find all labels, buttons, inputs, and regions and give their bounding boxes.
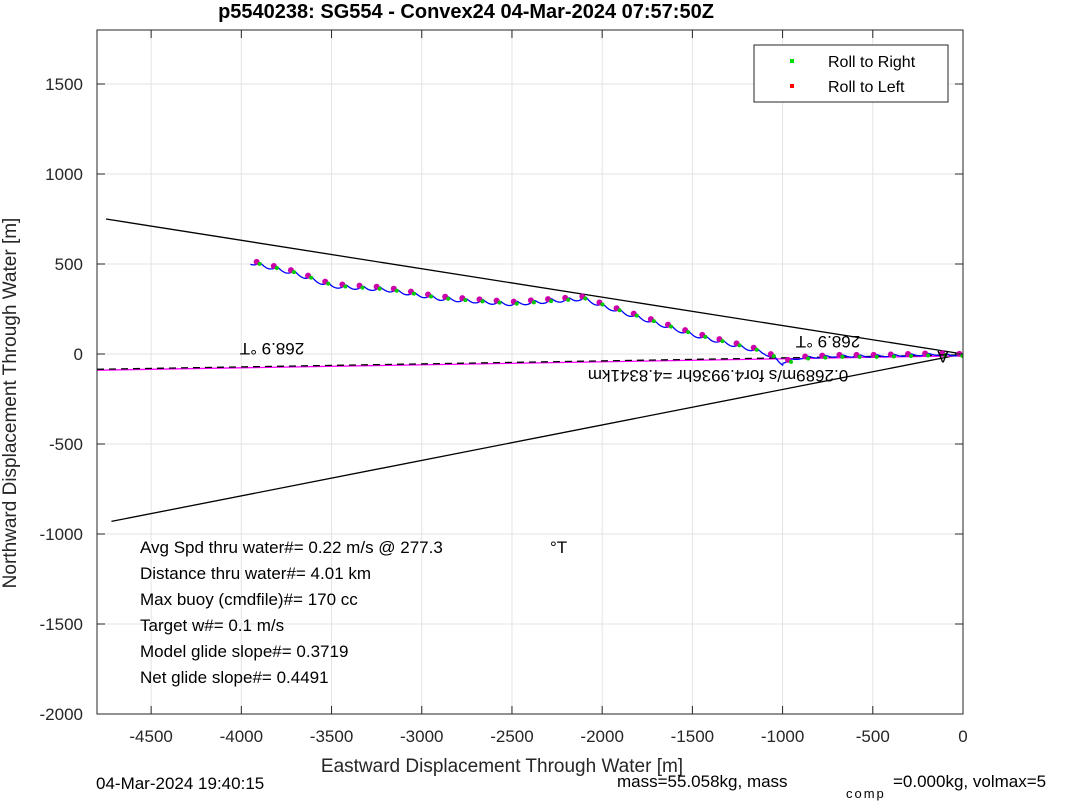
- roll-right-marker: [360, 285, 365, 290]
- heading-annotation-left: 268.9 °T: [240, 339, 304, 358]
- envelope-line-upper: [105, 218, 963, 355]
- x-tick-label: -3500: [310, 727, 353, 746]
- x-tick-label: -4500: [129, 727, 172, 746]
- legend-label-left: Roll to Left: [828, 79, 905, 96]
- roll-right-marker: [291, 270, 296, 275]
- roll-right-marker: [908, 354, 913, 359]
- tick-marks: [97, 30, 964, 715]
- y-tick-label: 1000: [45, 165, 83, 184]
- legend-swatch-right: [790, 59, 794, 63]
- roll-right-marker: [669, 324, 674, 329]
- roll-right-marker: [377, 286, 382, 291]
- roll-right-marker: [583, 296, 588, 301]
- x-tick-label: 0: [958, 727, 967, 746]
- x-tick-label: -3000: [400, 727, 443, 746]
- roll-markers: [253, 258, 963, 364]
- axes-box: [96, 29, 964, 715]
- y-tick-label: 1500: [45, 75, 83, 94]
- roll-right-marker: [686, 330, 691, 335]
- footer-mass: mass=55.058kg, mass: [617, 772, 788, 791]
- roll-right-marker: [600, 302, 605, 307]
- roll-right-marker: [754, 347, 759, 352]
- x-tick-label: -1000: [761, 727, 804, 746]
- footer-mass-subscript: comp: [846, 786, 886, 801]
- end-marker-label: A: [937, 347, 949, 366]
- y-tick-labels: -2000 -1500 -1000 -500 0 500 1000 1500: [40, 75, 83, 724]
- x-tick-label: -2500: [490, 727, 533, 746]
- stat-line: Distance thru water#= 4.01 km: [140, 564, 371, 583]
- roll-right-marker: [617, 308, 622, 313]
- legend-label-right: Roll to Right: [828, 54, 916, 71]
- y-axis-label: Northward Displacement Through Water [m]: [0, 218, 21, 589]
- stat-unit: °T: [550, 538, 567, 557]
- roll-right-marker: [943, 353, 948, 358]
- envelope-line-lower: [111, 353, 963, 523]
- roll-right-marker: [257, 261, 262, 266]
- footer-timestamp: 04-Mar-2024 19:40:15: [96, 774, 264, 793]
- x-tick-label: -2000: [580, 727, 623, 746]
- roll-right-marker: [720, 339, 725, 344]
- heading-annotation-right: 268.9 °T: [796, 332, 860, 351]
- y-tick-label: -1500: [40, 615, 83, 634]
- footer-mass-tail: =0.000kg, volmax=5: [893, 772, 1046, 791]
- roll-right-marker: [411, 291, 416, 296]
- x-tick-label: -1500: [671, 727, 714, 746]
- roll-right-marker: [566, 297, 571, 302]
- y-tick-label: -2000: [40, 705, 83, 724]
- roll-right-marker: [806, 356, 811, 361]
- y-tick-label: 500: [55, 255, 83, 274]
- roll-right-marker: [857, 354, 862, 359]
- roll-right-marker: [394, 288, 399, 293]
- roll-right-marker: [274, 266, 279, 271]
- roll-right-marker: [771, 354, 776, 359]
- stat-line: Max buoy (cmdfile)#= 170 cc: [140, 590, 358, 609]
- roll-right-marker: [429, 294, 434, 299]
- roll-right-marker: [463, 298, 468, 303]
- chart-title: p5540238: SG554 - Convex24 04-Mar-2024 0…: [218, 1, 714, 23]
- roll-right-marker: [737, 343, 742, 348]
- roll-right-marker: [549, 299, 554, 304]
- glider-track: [250, 262, 963, 367]
- roll-right-marker: [651, 319, 656, 324]
- roll-right-marker: [840, 354, 845, 359]
- x-axis-label: Eastward Displacement Through Water [m]: [321, 756, 683, 777]
- x-tick-labels: -4500 -4000 -3500 -3000 -2500 -2000 -1500 -1000…: [129, 727, 967, 746]
- x-tick-label: -4000: [220, 727, 263, 746]
- legend: Roll to Right Roll to Left: [753, 44, 949, 103]
- roll-right-marker: [309, 275, 314, 280]
- stat-line: Net glide slope#= 0.4491: [140, 668, 329, 687]
- roll-right-marker: [703, 334, 708, 339]
- roll-right-marker: [343, 284, 348, 289]
- x-tick-label: -500: [856, 727, 890, 746]
- stats-block: Avg Spd thru water#= 0.22 m/s @ 277.3 °T…: [140, 538, 567, 687]
- y-tick-label: 0: [74, 345, 83, 364]
- roll-right-marker: [823, 355, 828, 360]
- roll-right-marker: [926, 353, 931, 358]
- stat-line: Model glide slope#= 0.3719: [140, 642, 348, 661]
- roll-right-marker: [326, 281, 331, 286]
- stat-line: Avg Spd thru water#= 0.22 m/s @ 277.3: [140, 538, 443, 557]
- roll-right-marker: [480, 299, 485, 304]
- y-tick-label: -1000: [40, 525, 83, 544]
- roll-right-marker: [497, 300, 502, 305]
- speed-annotation: 0.2689m/s for4.9936hr =4.8341km: [588, 366, 848, 385]
- roll-right-marker: [960, 353, 963, 358]
- roll-right-marker: [446, 296, 451, 301]
- legend-swatch-left: [790, 84, 794, 88]
- y-tick-label: -500: [49, 435, 83, 454]
- roll-right-marker: [891, 354, 896, 359]
- roll-right-marker: [531, 300, 536, 305]
- legend-box: [753, 44, 949, 103]
- stat-line: Target w#= 0.1 m/s: [140, 616, 284, 635]
- roll-right-marker: [874, 354, 879, 359]
- roll-right-marker: [788, 359, 793, 364]
- plot-layer: [97, 218, 963, 523]
- roll-right-marker: [634, 313, 639, 318]
- roll-right-marker: [514, 301, 519, 306]
